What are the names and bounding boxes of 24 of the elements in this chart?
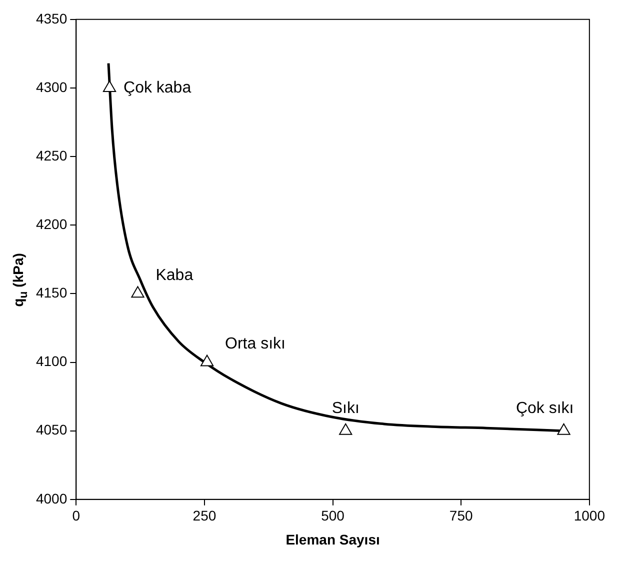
point xyxy=(200,354,214,366)
point xyxy=(102,80,116,92)
annotation: Çok sıkı xyxy=(516,400,574,418)
annotation: Kaba xyxy=(156,267,194,284)
point xyxy=(557,423,570,435)
x-tick-label: 1000 xyxy=(574,508,606,524)
x-tick-label: 750 xyxy=(449,508,473,524)
x-tick-label: 250 xyxy=(192,508,216,524)
x-tick-label: 0 xyxy=(72,508,80,524)
y-tick-label: 4350 xyxy=(36,10,68,26)
y-tick-label: 4150 xyxy=(36,284,68,301)
annotation: Çok kaba xyxy=(124,79,192,96)
point xyxy=(131,286,144,298)
y-tick-label: 4200 xyxy=(36,216,68,232)
y-tick-label: 4250 xyxy=(36,147,68,164)
y-tick-label: 4300 xyxy=(36,78,68,95)
y-tick-label: 4100 xyxy=(36,353,68,370)
y-tick-label: 4050 xyxy=(36,422,68,438)
annotation: Sıkı xyxy=(332,400,360,418)
annotation: Orta sıkı xyxy=(225,336,286,353)
y-tick-label: 4000 xyxy=(36,490,68,506)
x-axis-title: Eleman Sayısı xyxy=(286,531,380,548)
point xyxy=(339,423,352,435)
x-tick-label: 500 xyxy=(321,508,345,524)
